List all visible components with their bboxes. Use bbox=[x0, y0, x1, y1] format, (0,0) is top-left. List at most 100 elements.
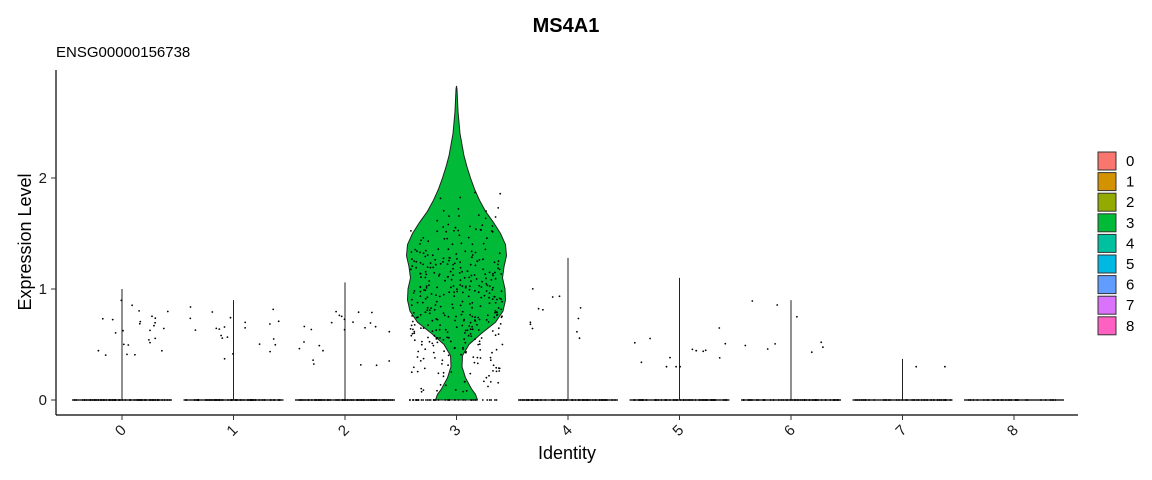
data-point bbox=[1001, 399, 1004, 401]
data-point bbox=[97, 349, 100, 352]
data-point bbox=[582, 399, 585, 401]
data-point bbox=[420, 327, 422, 329]
data-point bbox=[701, 399, 703, 401]
data-point bbox=[474, 399, 477, 401]
data-point bbox=[335, 399, 337, 401]
data-point bbox=[378, 399, 381, 401]
data-point bbox=[417, 316, 419, 318]
data-point bbox=[976, 399, 979, 401]
data-point bbox=[168, 399, 171, 401]
data-point bbox=[814, 399, 817, 401]
data-point bbox=[424, 289, 427, 292]
data-point bbox=[492, 272, 494, 275]
data-point bbox=[477, 316, 480, 319]
data-point bbox=[250, 399, 253, 401]
data-point bbox=[698, 399, 701, 401]
data-point bbox=[424, 348, 427, 351]
data-point bbox=[436, 219, 439, 222]
legend-label: 4 bbox=[1126, 235, 1134, 252]
x-tick-label: 5 bbox=[669, 422, 687, 440]
data-point bbox=[614, 399, 616, 401]
data-point bbox=[820, 341, 823, 344]
data-point bbox=[414, 248, 417, 251]
data-point bbox=[756, 399, 758, 401]
data-point bbox=[945, 399, 947, 401]
legend-key-6 bbox=[1097, 275, 1117, 295]
data-point bbox=[801, 399, 804, 401]
data-point bbox=[531, 288, 534, 290]
data-point bbox=[161, 399, 164, 401]
data-point bbox=[476, 362, 479, 365]
data-point bbox=[97, 399, 100, 401]
data-point bbox=[330, 321, 333, 324]
data-point bbox=[434, 304, 437, 306]
data-point bbox=[336, 399, 339, 401]
data-point bbox=[468, 285, 471, 288]
data-point bbox=[133, 399, 136, 401]
data-point bbox=[326, 399, 329, 401]
data-point bbox=[385, 399, 388, 401]
data-point bbox=[471, 325, 473, 328]
data-point bbox=[474, 338, 476, 341]
data-point bbox=[455, 315, 457, 318]
x-tick-label: 8 bbox=[1004, 422, 1022, 440]
data-point bbox=[438, 328, 441, 331]
data-point bbox=[769, 399, 772, 401]
data-point bbox=[551, 399, 553, 401]
data-point bbox=[419, 286, 422, 288]
data-point bbox=[422, 263, 424, 266]
data-point bbox=[388, 330, 391, 333]
data-point bbox=[431, 342, 434, 345]
data-point bbox=[435, 300, 438, 303]
data-point bbox=[410, 230, 412, 232]
data-point bbox=[822, 346, 824, 349]
data-point bbox=[138, 310, 141, 312]
data-point bbox=[799, 399, 802, 401]
data-point bbox=[272, 308, 275, 311]
data-point bbox=[436, 230, 439, 233]
data-point bbox=[519, 399, 522, 401]
data-point bbox=[718, 357, 721, 359]
data-point bbox=[411, 298, 413, 301]
data-point bbox=[366, 399, 368, 401]
data-point bbox=[668, 399, 671, 401]
data-point bbox=[235, 399, 237, 401]
data-point bbox=[419, 290, 422, 293]
data-point bbox=[471, 301, 474, 304]
data-point bbox=[452, 285, 455, 287]
data-point bbox=[1026, 399, 1029, 401]
data-point bbox=[413, 339, 416, 342]
data-point bbox=[499, 192, 502, 195]
data-point bbox=[450, 371, 453, 373]
data-point bbox=[137, 399, 139, 401]
legend-key-3 bbox=[1097, 213, 1117, 233]
data-point bbox=[89, 399, 92, 401]
data-point bbox=[534, 399, 537, 401]
data-point bbox=[470, 399, 473, 401]
legend-key-5 bbox=[1097, 254, 1117, 274]
data-point bbox=[494, 271, 496, 274]
data-point bbox=[357, 311, 360, 314]
data-point bbox=[484, 273, 487, 276]
data-point bbox=[1004, 399, 1007, 401]
data-point bbox=[388, 360, 391, 362]
data-point bbox=[462, 399, 464, 401]
data-point bbox=[447, 364, 449, 367]
data-point bbox=[210, 399, 213, 401]
data-point bbox=[911, 399, 914, 401]
data-point bbox=[465, 390, 468, 392]
data-point bbox=[73, 399, 76, 401]
data-point bbox=[149, 341, 151, 344]
data-point bbox=[469, 333, 472, 335]
data-point bbox=[712, 399, 715, 401]
data-point bbox=[156, 399, 159, 401]
data-point bbox=[459, 279, 462, 282]
data-point bbox=[422, 399, 424, 401]
data-point bbox=[695, 349, 698, 352]
x-tick-label: 6 bbox=[781, 422, 799, 440]
data-point bbox=[774, 343, 776, 345]
data-point bbox=[435, 294, 437, 296]
data-point bbox=[416, 356, 419, 358]
data-point bbox=[724, 399, 726, 401]
data-point bbox=[433, 399, 436, 401]
